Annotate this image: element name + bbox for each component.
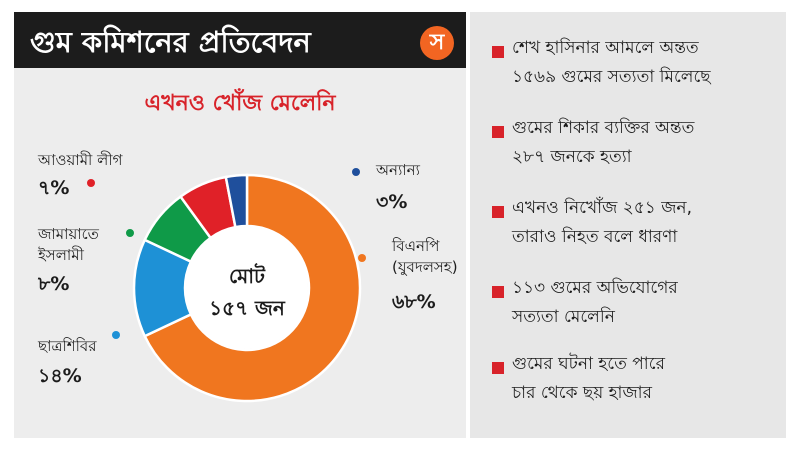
donut-center-total: ১৫৭ জন (209, 296, 285, 320)
slice-bnp (143, 173, 362, 403)
bullet-square-icon (492, 286, 504, 298)
slice-label-awami-league: আওয়ামী লীগ (38, 151, 123, 169)
slice-label-jamaat: জামায়াতে ইসলামী (38, 225, 99, 264)
brand-logo: স (420, 26, 454, 60)
leader-dot-bnp (358, 254, 366, 262)
facts-panel (470, 12, 786, 438)
bullet-square-icon (492, 46, 504, 58)
slice-label-shibir: ছাত্রশিবির (38, 337, 97, 355)
fact-item: শেখ হাসিনার আমলে অন্তত ১৫৬৯ গুমের সত্যতা … (512, 38, 711, 87)
fact-item: গুমের ঘটনা হতে পারে চার থেকে ছয় হাজার (512, 354, 665, 403)
slice-value-jamaat: ৮% (38, 273, 70, 295)
slice-label-others: অন্যান্য (376, 161, 420, 179)
header-title: গুম কমিশনের প্রতিবেদন (30, 25, 311, 59)
donut-center-label: মোট (229, 264, 265, 288)
donut-hole (186, 227, 308, 349)
slice-value-bnp: ৬৮% (392, 291, 436, 313)
slice-value-awami-league: ৭% (38, 177, 70, 199)
leader-dot-others (352, 168, 360, 176)
fact-item: এখনও নিখোঁজ ২৫১ জন, তারাও নিহত বলে ধারণা (512, 198, 692, 247)
bullet-square-icon (492, 362, 504, 374)
header-bar: গুম কমিশনের প্রতিবেদন (14, 12, 466, 68)
leader-dot-shibir (112, 331, 120, 339)
slice-value-shibir: ১৪% (38, 365, 82, 387)
slice-others (224, 173, 249, 229)
leader-dot-awami-league (87, 179, 95, 187)
leader-dot-jamaat (126, 229, 134, 237)
bullet-square-icon (492, 126, 504, 138)
fact-item: ১১৩ গুমের অভিযোগের সত্যতা মেলেনি (512, 278, 678, 327)
slice-label-bnp: বিএনপি (যুবদলসহ) (392, 237, 458, 276)
bullet-square-icon (492, 206, 504, 218)
fact-item: গুমের শিকার ব্যক্তির অন্তত ২৮৭ জনকে হত্যা (512, 118, 695, 167)
chart-title: এখনও খোঁজ মেলেনি (144, 91, 336, 116)
slice-value-others: ৩% (376, 191, 408, 213)
